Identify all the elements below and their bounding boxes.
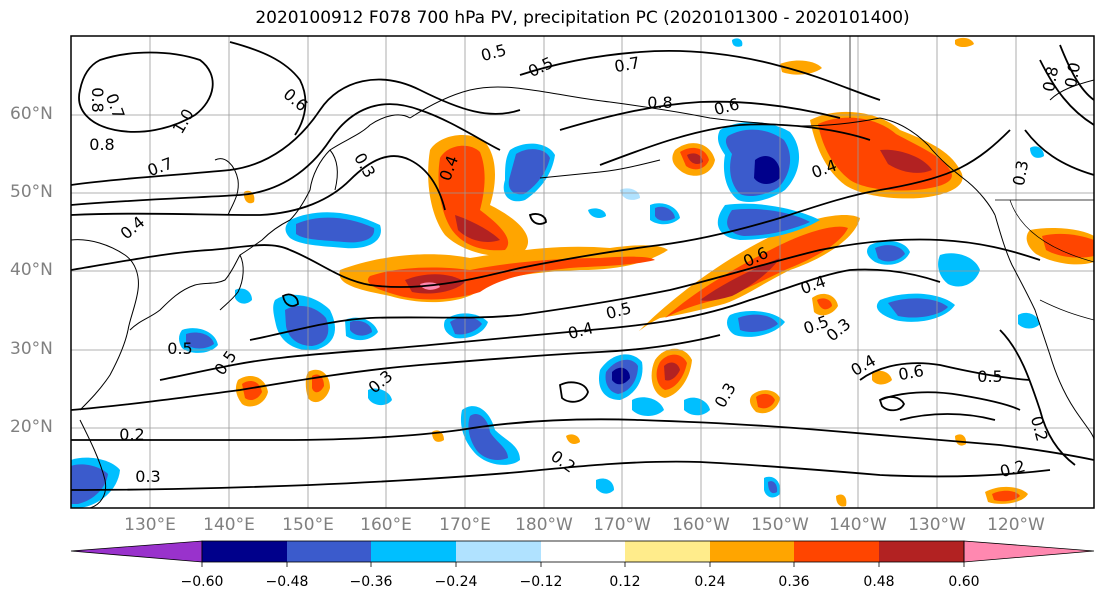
map-title: 2020100912 F078 700 hPa PV, precipitatio… — [255, 8, 910, 28]
contour-label: 0.8 — [647, 93, 672, 112]
contour-label: 0.6 — [897, 361, 925, 384]
lon-label-130e: 130°E — [124, 515, 176, 535]
lon-label-160w: 160°W — [672, 515, 730, 535]
lon-label-140e: 140°E — [203, 515, 255, 535]
lat-label-60n: 60°N — [10, 104, 53, 124]
contour-label: 0.5 — [977, 367, 1002, 386]
colorbar-tick-label: −0.60 — [180, 574, 224, 590]
colorbar-segment-6 — [625, 541, 710, 562]
contour-label: 0.2 — [119, 425, 144, 444]
colorbar-segment-9 — [879, 541, 964, 562]
colorbar-tick-label: 0.60 — [948, 574, 980, 590]
contour-label: 0.8 — [89, 135, 114, 154]
contour-label: 0.3 — [1009, 159, 1032, 187]
precip-positive-shading — [235, 37, 1094, 507]
colorbar-tick-label: 0.12 — [609, 574, 641, 590]
contour-label: 0.5 — [167, 339, 192, 358]
colorbar-tick-label: 0.36 — [778, 574, 810, 590]
lon-label-180w: 180°W — [515, 515, 573, 535]
colorbar-tick-label: −0.24 — [434, 574, 478, 590]
contour-label: 0.8 — [88, 87, 107, 112]
lat-label-40n: 40°N — [10, 260, 53, 280]
colorbar-segment-5 — [541, 541, 625, 562]
lat-label-20n: 20°N — [10, 417, 53, 437]
colorbar-segment-3 — [371, 541, 456, 562]
country-borders — [849, 36, 1094, 321]
coastlines — [71, 79, 1094, 508]
lon-label-140w: 140°W — [829, 515, 887, 535]
colorbar-tick-label: −0.48 — [265, 574, 309, 590]
colorbar-tick-label: −0.12 — [519, 574, 563, 590]
contour-label: 0.8 — [1039, 65, 1062, 93]
lon-label-170e: 170°E — [439, 515, 491, 535]
contour-label: 0.7 — [613, 53, 641, 76]
colorbar-segment-2 — [287, 541, 371, 562]
lon-label-160e: 160°E — [360, 515, 412, 535]
colorbar-tick-label: −0.36 — [349, 574, 393, 590]
contour-label: 0.3 — [135, 467, 160, 486]
colorbar-segment-0 — [70, 540, 203, 563]
lat-label-30n: 30°N — [10, 339, 53, 359]
lon-label-120w: 120°W — [987, 515, 1045, 535]
colorbar-segment-10 — [963, 540, 1095, 563]
pv-contours — [71, 41, 1094, 491]
lon-label-130w: 130°W — [908, 515, 966, 535]
lon-label-150w: 150°W — [751, 515, 809, 535]
lon-label-170w: 170°W — [593, 515, 651, 535]
colorbar-segment-4 — [456, 541, 541, 562]
colorbar-segment-1 — [202, 541, 287, 562]
colorbar-segment-7 — [710, 541, 794, 562]
colorbar — [70, 540, 1095, 567]
colorbar-segment-8 — [794, 541, 879, 562]
colorbar-tick-label: 0.48 — [863, 574, 895, 590]
colorbar-tick-label: 0.24 — [694, 574, 726, 590]
lon-label-150e: 150°E — [282, 515, 334, 535]
lat-label-50n: 50°N — [10, 182, 53, 202]
graticule — [71, 36, 1094, 508]
contour-label: 0.0 — [1061, 61, 1084, 89]
